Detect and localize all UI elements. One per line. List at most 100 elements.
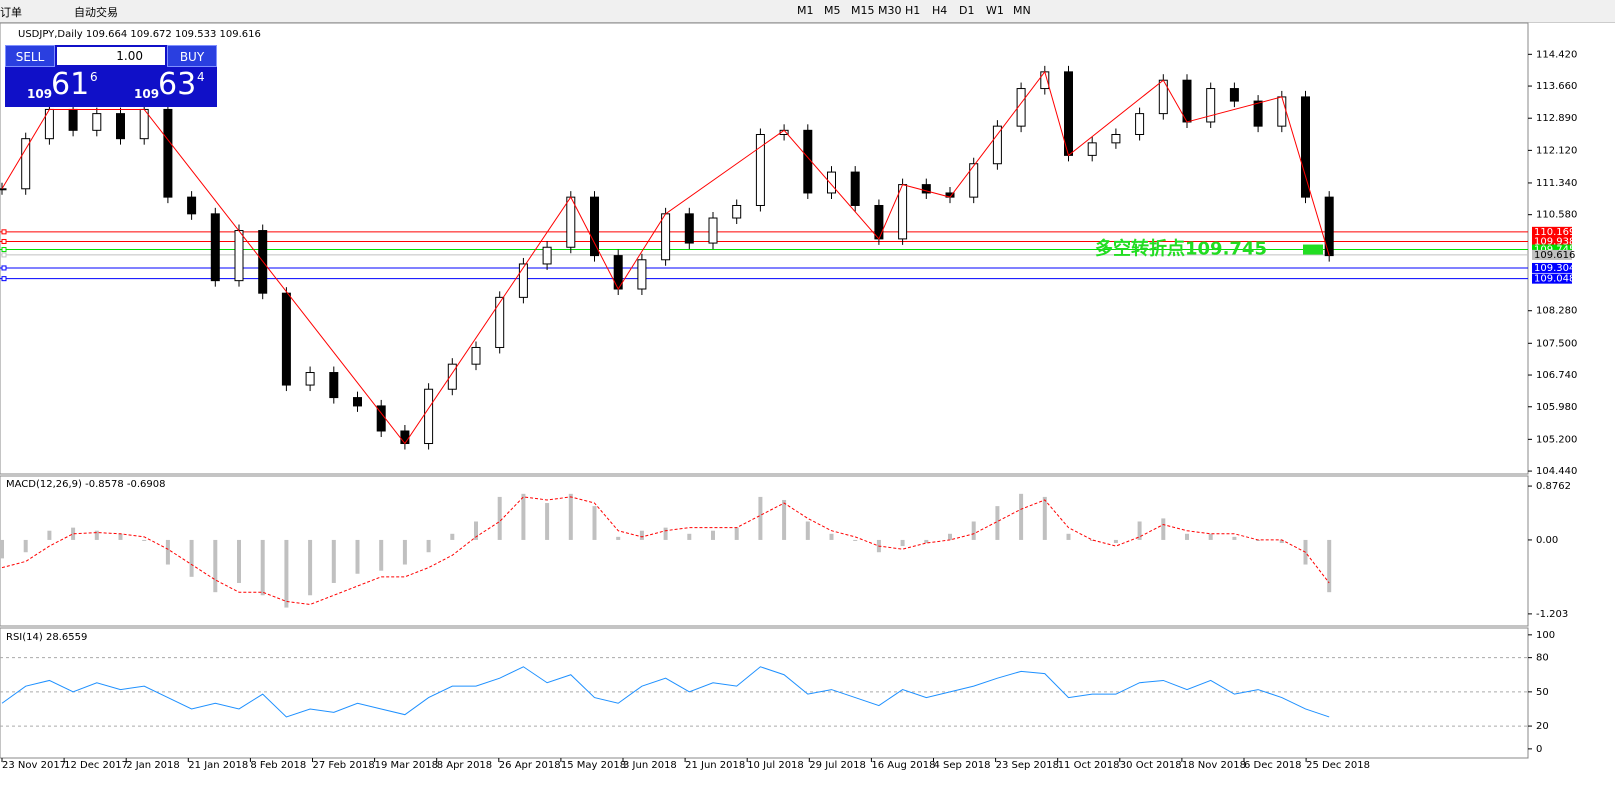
y-tick-label: 50	[1536, 687, 1549, 698]
x-tick-label: 8 Apr 2018	[437, 760, 492, 771]
level-label-bg	[1532, 236, 1572, 247]
candle-body	[1253, 100, 1263, 127]
annotation: 多空转折点109.745	[1095, 238, 1267, 260]
candle-body	[518, 263, 528, 298]
timeframe-button[interactable]: M15	[851, 4, 875, 17]
macd-bar	[971, 521, 976, 540]
y-tick-label: 112.890	[1536, 113, 1577, 124]
y-tick-label: 105.200	[1536, 434, 1577, 445]
y-tick-label: 113.660	[1536, 81, 1577, 92]
order-button[interactable]: 订单	[0, 6, 22, 19]
candle-body	[210, 213, 220, 282]
candle-body	[1182, 79, 1192, 123]
level-label: 109.938	[1534, 236, 1575, 247]
candle-body	[1111, 133, 1121, 144]
candle-body	[495, 296, 505, 348]
macd-bar	[1113, 539, 1118, 544]
lot-input[interactable]: 1.00	[57, 47, 165, 65]
timeframe-button[interactable]: M30	[878, 4, 902, 17]
y-tick-label: -1.203	[1536, 609, 1568, 620]
zigzag	[1, 70, 1330, 445]
y-tick-label: 0.00	[1536, 535, 1558, 546]
buy-big: 109	[134, 87, 160, 101]
macd-bar	[23, 539, 28, 553]
timeframe-button[interactable]: H4	[932, 4, 948, 17]
candle-body	[637, 259, 647, 290]
macd-bar	[782, 499, 787, 540]
macd-bar	[1232, 536, 1237, 540]
candle-body	[116, 113, 125, 140]
macd-bar	[402, 539, 407, 565]
sell-button[interactable]: SELL	[5, 45, 55, 67]
level-label: 109.048	[1534, 274, 1575, 285]
timeframe-button[interactable]: M1	[797, 4, 814, 17]
sell-price[interactable]: 109 61 6	[5, 67, 110, 107]
candle-body	[447, 363, 457, 390]
macd-bar	[450, 533, 455, 540]
x-tick-label: 18 Nov 2018	[1182, 760, 1246, 771]
candle-body	[68, 108, 78, 131]
rsi-title: RSI(14) 28.6559	[6, 632, 87, 643]
x-tick-label: 30 Oct 2018	[1120, 760, 1182, 771]
macd-bar	[308, 539, 313, 596]
timeframe-button[interactable]: D1	[959, 4, 975, 17]
macd-bar	[497, 496, 502, 540]
x-tick-label: 2 Jan 2018	[126, 760, 180, 771]
level-marker	[1, 229, 7, 235]
x-tick-label: 10 Jul 2018	[747, 760, 804, 771]
y-tick-label: 0	[1536, 744, 1542, 755]
toolbar: 订单 自动交易 M1 M5 M15 M30 H1 H4 D1 W1 MN	[0, 0, 1615, 23]
candle-body	[21, 138, 31, 190]
y-tick-label: 105.980	[1536, 402, 1577, 413]
macd-bar	[94, 530, 99, 540]
macd-bar	[687, 533, 692, 540]
candle-body	[661, 213, 671, 261]
candle-body	[1087, 142, 1097, 156]
level-marker	[1, 252, 7, 258]
macd-bar	[592, 506, 597, 540]
level-marker	[1, 247, 7, 253]
y-tick-label: 20	[1536, 721, 1549, 732]
price-pane	[0, 22, 1529, 475]
level-label-bg	[1532, 226, 1572, 237]
macd-bar	[165, 539, 170, 565]
level-label-bg	[1532, 244, 1572, 255]
timeframe-button[interactable]: W1	[986, 4, 1004, 17]
x-tick-label: 25 Dec 2018	[1306, 760, 1370, 771]
auto-trade-button[interactable]: 自动交易	[74, 6, 118, 19]
y-tick-label: 104.440	[1536, 466, 1577, 477]
timeframe-button[interactable]: MN	[1013, 4, 1031, 17]
macd-bar	[948, 533, 952, 540]
candle-body	[590, 196, 599, 257]
macd-bar	[1208, 533, 1213, 540]
candle-body	[1277, 96, 1287, 127]
trade-panel: SELL 1.00 BUY 109 61 6 109 63 4	[5, 45, 217, 107]
macd-bar	[1327, 539, 1332, 593]
x-tick-label: 6 Dec 2018	[1244, 760, 1302, 771]
timeframe-button[interactable]: M5	[824, 4, 841, 17]
x-tick-label: 16 Aug 2018	[871, 760, 935, 771]
macd-bar	[995, 506, 1000, 540]
y-tick-label: 0.8762	[1536, 481, 1571, 492]
x-tick-label: 4 Sep 2018	[934, 760, 991, 771]
buy-pip: 4	[197, 70, 205, 84]
candle-body	[0, 188, 7, 191]
buy-button[interactable]: BUY	[167, 45, 217, 67]
macd-bar	[900, 539, 905, 547]
candle-body	[1135, 113, 1145, 135]
buy-price[interactable]: 109 63 4	[112, 67, 217, 107]
candle-body	[921, 184, 931, 194]
macd-bar	[1066, 533, 1071, 540]
macd-bar	[924, 539, 929, 544]
candle-body	[684, 213, 694, 244]
timeframe-button[interactable]: H1	[905, 4, 921, 17]
macd-bar	[521, 493, 526, 540]
level-label-bg	[1532, 249, 1572, 260]
x-tick-label: 29 Jul 2018	[809, 760, 866, 771]
candle-body	[874, 204, 884, 240]
x-tick-label: 23 Sep 2018	[996, 760, 1059, 771]
y-tick-label: 110.580	[1536, 210, 1577, 221]
macd-bar	[118, 533, 123, 540]
rsi-pane	[0, 627, 1529, 759]
chart-header: USDJPY,Daily 109.664 109.672 109.533 109…	[18, 29, 261, 40]
